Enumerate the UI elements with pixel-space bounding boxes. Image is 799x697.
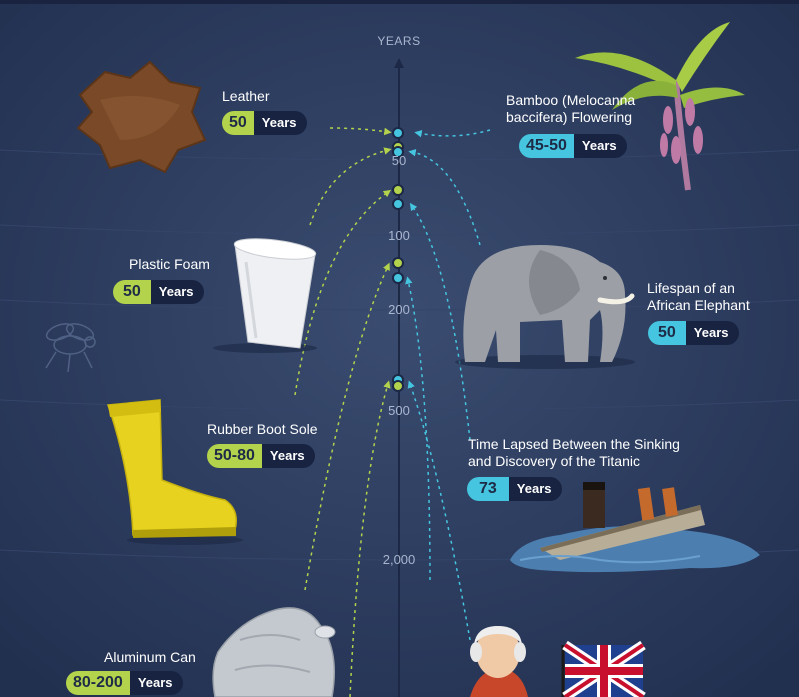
dot-elephant <box>392 146 404 158</box>
connector-leather <box>329 127 392 136</box>
elephant-value: 50 <box>648 321 686 345</box>
leather-label: Leather <box>222 88 270 104</box>
elephant-label-line1: Lifespan of an <box>647 280 735 296</box>
dot-titanic <box>392 198 404 210</box>
connector-cyan-2 <box>405 276 431 581</box>
connector-foam <box>309 147 392 226</box>
can-value: 80-200 <box>66 671 130 695</box>
can-label: Aluminum Can <box>104 649 196 665</box>
connector-elephant <box>408 149 481 246</box>
fly-icon <box>45 323 96 373</box>
connector-titanic <box>409 202 471 441</box>
aluminum-can-icon <box>212 607 336 697</box>
leather-icon <box>76 60 207 174</box>
axis-dots <box>392 127 404 392</box>
dot-can <box>392 380 404 392</box>
dot-cyan-2 <box>392 272 404 284</box>
can-unit: Years <box>129 671 183 695</box>
axis-tick-2000: 2,000 <box>382 552 416 567</box>
axis-tick-50: 50 <box>391 153 407 168</box>
portrait-icon <box>470 626 528 697</box>
bamboo-unit: Years <box>573 134 627 158</box>
foam-badge: 50 Years <box>113 280 204 304</box>
axis-title: YEARS <box>377 34 421 48</box>
bamboo-icon <box>575 22 745 191</box>
elephant-label-line2: African Elephant <box>647 297 750 313</box>
leather-value: 50 <box>222 111 254 135</box>
titanic-icon <box>510 482 760 573</box>
connector-can <box>304 262 390 591</box>
axis-arrow <box>394 58 404 68</box>
dot-foam <box>392 184 404 196</box>
titanic-label: Time Lapsed Between the Sinking and Disc… <box>468 436 680 470</box>
axis-tick-500: 500 <box>388 403 410 418</box>
connector-bamboo <box>414 129 491 138</box>
rubber-boot-icon <box>106 399 243 545</box>
foam-unit: Years <box>150 280 204 304</box>
titanic-label-line2: and Discovery of the Titanic <box>468 453 640 469</box>
foam-cup-icon <box>213 238 317 353</box>
bamboo-value: 45-50 <box>519 134 574 158</box>
elephant-unit: Years <box>685 321 739 345</box>
dot-boot <box>392 257 404 269</box>
boot-unit: Years <box>261 444 315 468</box>
boot-badge: 50-80 Years <box>207 444 315 468</box>
elephant-badge: 50 Years <box>648 321 739 345</box>
bamboo-label: Bamboo (Melocanna baccifera) Flowering <box>506 92 635 126</box>
elephant-label: Lifespan of an African Elephant <box>647 280 750 314</box>
connector-can-2 <box>349 380 391 697</box>
axis-tick-100: 100 <box>388 228 410 243</box>
bamboo-label-line2: baccifera) Flowering <box>506 109 633 125</box>
dot-bamboo <box>392 127 404 139</box>
elephant-icon <box>455 245 635 369</box>
axis-tick-200: 200 <box>388 302 410 317</box>
titanic-value: 73 <box>467 477 509 501</box>
boot-label: Rubber Boot Sole <box>207 421 318 437</box>
foam-value: 50 <box>113 280 151 304</box>
leather-unit: Years <box>253 111 307 135</box>
connector-boot <box>294 189 392 396</box>
can-badge: 80-200 Years <box>66 671 183 695</box>
bamboo-label-line1: Bamboo (Melocanna <box>506 92 636 108</box>
bamboo-badge: 45-50 Years <box>519 134 627 158</box>
titanic-unit: Years <box>508 477 562 501</box>
connector-portrait <box>407 380 471 641</box>
titanic-badge: 73 Years <box>467 477 562 501</box>
titanic-label-line1: Time Lapsed Between the Sinking <box>468 436 680 452</box>
boot-value: 50-80 <box>207 444 262 468</box>
top-border <box>0 0 799 4</box>
union-jack-icon <box>561 640 646 697</box>
leather-badge: 50 Years <box>222 111 307 135</box>
foam-label: Plastic Foam <box>129 256 210 272</box>
